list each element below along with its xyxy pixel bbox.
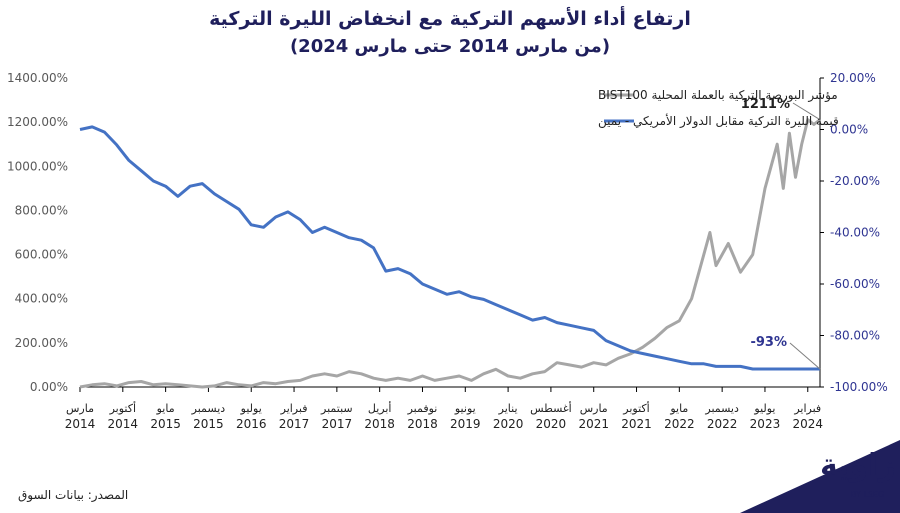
- x-tick-month: نوفمبر: [407, 402, 438, 415]
- lira-series-line: [79, 125, 820, 371]
- bist100-series-line: [79, 118, 821, 389]
- y-left-tick-label: 1000.00%: [7, 159, 68, 173]
- brand-logo-shape: [740, 440, 900, 513]
- y-left-tick-label: 800.00%: [15, 203, 68, 217]
- x-tick-month: فبراير: [280, 402, 308, 415]
- x-tick-month: أكتوبر: [622, 401, 649, 415]
- bist100-end-label: 1211%: [741, 97, 790, 112]
- x-tick-year: 2017: [322, 417, 353, 431]
- x-tick-month: مارس: [66, 402, 94, 415]
- x-tick-month: ديسمبر: [191, 402, 226, 415]
- chart-subtitle: (من مارس 2014 حتى مارس 2024): [289, 36, 611, 57]
- x-tick-month: أكتوبر: [109, 401, 136, 415]
- lira-end-label: -93%: [750, 335, 787, 350]
- x-tick-month: ديسمبر: [704, 402, 739, 415]
- x-tick-month: يوليو: [753, 402, 775, 415]
- brand-logo-text: زاوية: [820, 448, 896, 483]
- x-tick-year: 2022: [707, 417, 738, 431]
- x-tick-year: 2015: [193, 417, 224, 431]
- x-tick-year: 2018: [364, 417, 395, 431]
- y-left-tick-label: 400.00%: [15, 292, 68, 306]
- y-right-tick-label: 20.00%: [830, 71, 876, 85]
- y-left-tick-label: 0.00%: [30, 380, 68, 394]
- y-left-tick-label: 200.00%: [15, 336, 68, 350]
- y-left-tick-label: 600.00%: [15, 248, 68, 262]
- x-tick-year: 2020: [493, 417, 524, 431]
- y-right-tick-label: -60.00%: [830, 277, 880, 291]
- bist100-end-leader: [792, 102, 821, 121]
- brand-logo-sub: BY LSEG: [851, 490, 885, 499]
- x-tick-month: مايو: [669, 402, 688, 415]
- x-tick-month: سبتمبر: [320, 402, 353, 415]
- x-tick-year: 2019: [450, 417, 481, 431]
- y-right-tick-label: -100.00%: [830, 380, 888, 394]
- x-tick-year: 2023: [750, 417, 781, 431]
- x-tick-month: أغسطس: [530, 401, 572, 415]
- x-tick-year: 2022: [664, 417, 695, 431]
- x-tick-year: 2018: [407, 417, 438, 431]
- y-right-tick-label: -80.00%: [830, 329, 880, 343]
- source-note: المصدر: بيانات السوق: [18, 488, 129, 502]
- y-right-tick-label: 0.00%: [830, 123, 868, 137]
- y-left-tick-label: 1400.00%: [7, 71, 68, 85]
- x-tick-month: يوليو: [240, 402, 262, 415]
- x-tick-year: 2024: [792, 417, 823, 431]
- y-right-tick-label: -20.00%: [830, 174, 880, 188]
- x-tick-month: مارس: [580, 402, 608, 415]
- x-tick-year: 2014: [108, 417, 139, 431]
- x-tick-year: 2020: [536, 417, 567, 431]
- x-tick-year: 2021: [621, 417, 652, 431]
- x-tick-year: 2014: [65, 417, 96, 431]
- y-left-tick-label: 1200.00%: [7, 115, 68, 129]
- x-tick-month: مايو: [156, 402, 175, 415]
- legend-label-lira: قيمة الليرة التركية مقابل الدولار الأمري…: [598, 113, 839, 129]
- x-tick-month: يونيو: [454, 402, 476, 415]
- x-tick-year: 2017: [279, 417, 310, 431]
- x-tick-month: فبراير: [793, 402, 821, 415]
- legend-label-bist100: مؤشر البورصة التركية بالعملة المحلية BIS…: [598, 88, 838, 103]
- chart-title: ارتفاع أداء الأسهم التركية مع انخفاض الل…: [209, 8, 691, 30]
- x-tick-month: أبريل: [368, 401, 392, 415]
- x-tick-month: يناير: [498, 402, 518, 415]
- lira-end-leader: [789, 342, 821, 370]
- x-tick-year: 2016: [236, 417, 267, 431]
- x-tick-year: 2021: [578, 417, 609, 431]
- y-right-tick-label: -40.00%: [830, 226, 880, 240]
- x-tick-year: 2015: [150, 417, 181, 431]
